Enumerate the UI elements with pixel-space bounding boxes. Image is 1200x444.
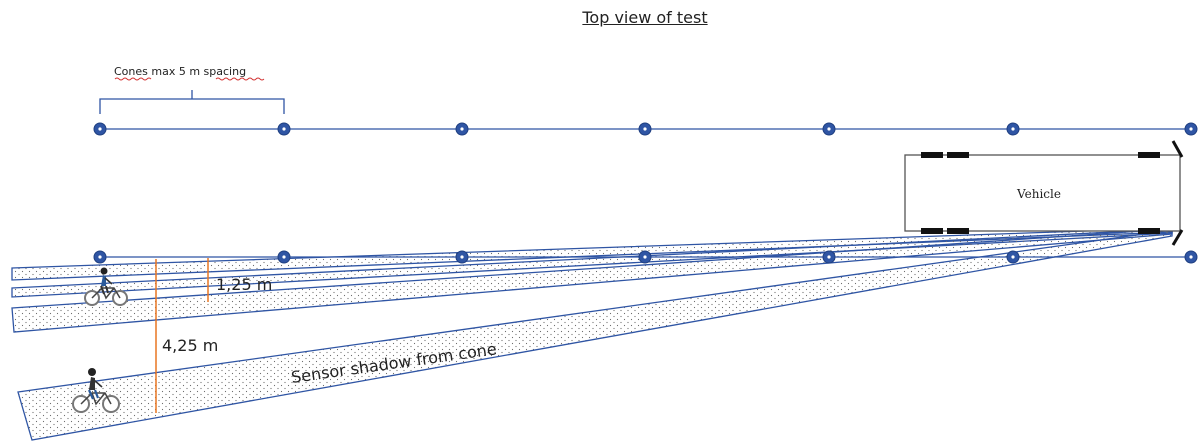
top-cone-row — [93, 122, 1198, 136]
far-distance-label: 4,25 m — [162, 336, 218, 355]
cyclist-icon — [84, 267, 128, 306]
vehicle-label: Vehicle — [1016, 187, 1061, 201]
cone-spacing-label: Cones max 5 m spacing — [114, 65, 246, 78]
near-distance-label: 1,25 m — [216, 275, 272, 294]
sensor-shadow-group — [11, 227, 1173, 441]
wheel-icon — [921, 228, 943, 234]
sensor-shadow-strip-4 — [17, 229, 1173, 441]
mirror-icon — [1171, 140, 1184, 158]
vehicle: Vehicle — [904, 140, 1184, 246]
wheel-icon — [1138, 228, 1160, 234]
vehicle-body — [904, 154, 1181, 232]
cone-spacing-brace — [99, 90, 285, 114]
diagram-title: Top view of test — [582, 8, 708, 27]
wheel-icon — [1138, 152, 1160, 158]
spell-check-squiggle — [114, 77, 265, 81]
mirror-icon — [1171, 229, 1184, 246]
cyclist-icon — [72, 368, 120, 413]
wheel-icon — [921, 152, 943, 158]
wheel-icon — [947, 228, 969, 234]
wheel-icon — [947, 152, 969, 158]
